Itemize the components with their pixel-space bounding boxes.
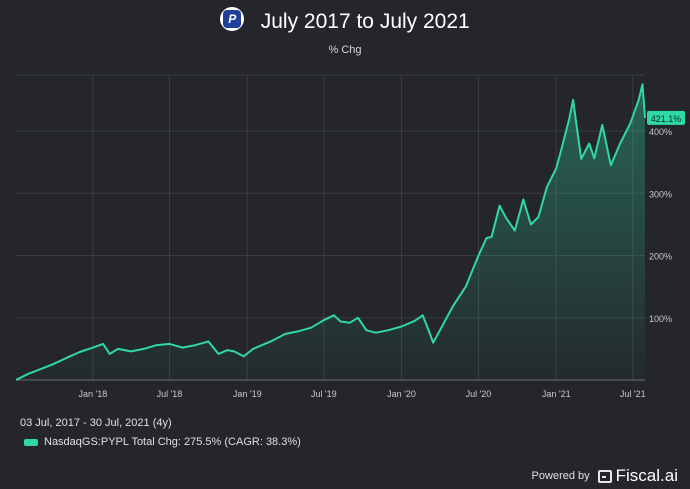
x-tick-label: Jan '21 bbox=[542, 389, 571, 399]
x-tick-label: Jan '18 bbox=[79, 389, 108, 399]
y-tick-label: 300% bbox=[649, 189, 672, 199]
y-tick-label: 200% bbox=[649, 252, 672, 262]
fiscal-ai-logo-icon bbox=[597, 469, 612, 483]
x-tick-label: Jul '18 bbox=[157, 389, 183, 399]
footer: Powered by Fiscal.ai bbox=[532, 466, 678, 486]
last-value-label: 421.1% bbox=[651, 114, 682, 124]
last-value-badge bbox=[647, 110, 685, 125]
legend-swatch bbox=[24, 438, 38, 446]
date-range: 03 Jul, 2017 - 30 Jul, 2021 (4y) bbox=[20, 417, 172, 429]
series-area bbox=[16, 84, 645, 381]
chart-title: July 2017 to July 2021 bbox=[260, 10, 470, 33]
y-tick-label: 400% bbox=[649, 127, 672, 137]
series-line bbox=[15, 83, 646, 381]
y-tick-label: 100% bbox=[649, 314, 672, 324]
x-tick-label: Jul '21 bbox=[620, 389, 646, 399]
paypal-logo-icon: P bbox=[220, 7, 245, 31]
chart-subtitle: % Chg bbox=[328, 44, 362, 56]
x-tick-label: Jul '19 bbox=[311, 389, 337, 399]
legend: NasdaqGS:PYPL Total Chg: 275.5% (CAGR: 3… bbox=[24, 436, 301, 448]
title-row: P July 2017 to July 2021 bbox=[0, 7, 690, 34]
powered-by-label: Powered by bbox=[531, 470, 590, 482]
brand-label: Fiscal.ai bbox=[615, 466, 678, 485]
chart-canvas: 100% 200% 300% 400% Jan '18 Jul '18 Jan '19 Jul… bbox=[15, 74, 685, 399]
x-tick-label: Jan '20 bbox=[387, 389, 416, 399]
x-tick-label: Jan '19 bbox=[233, 389, 262, 399]
legend-label: NasdaqGS:PYPL Total Chg: 275.5% (CAGR: 3… bbox=[44, 436, 301, 448]
x-tick-label: Jul '20 bbox=[466, 389, 492, 399]
